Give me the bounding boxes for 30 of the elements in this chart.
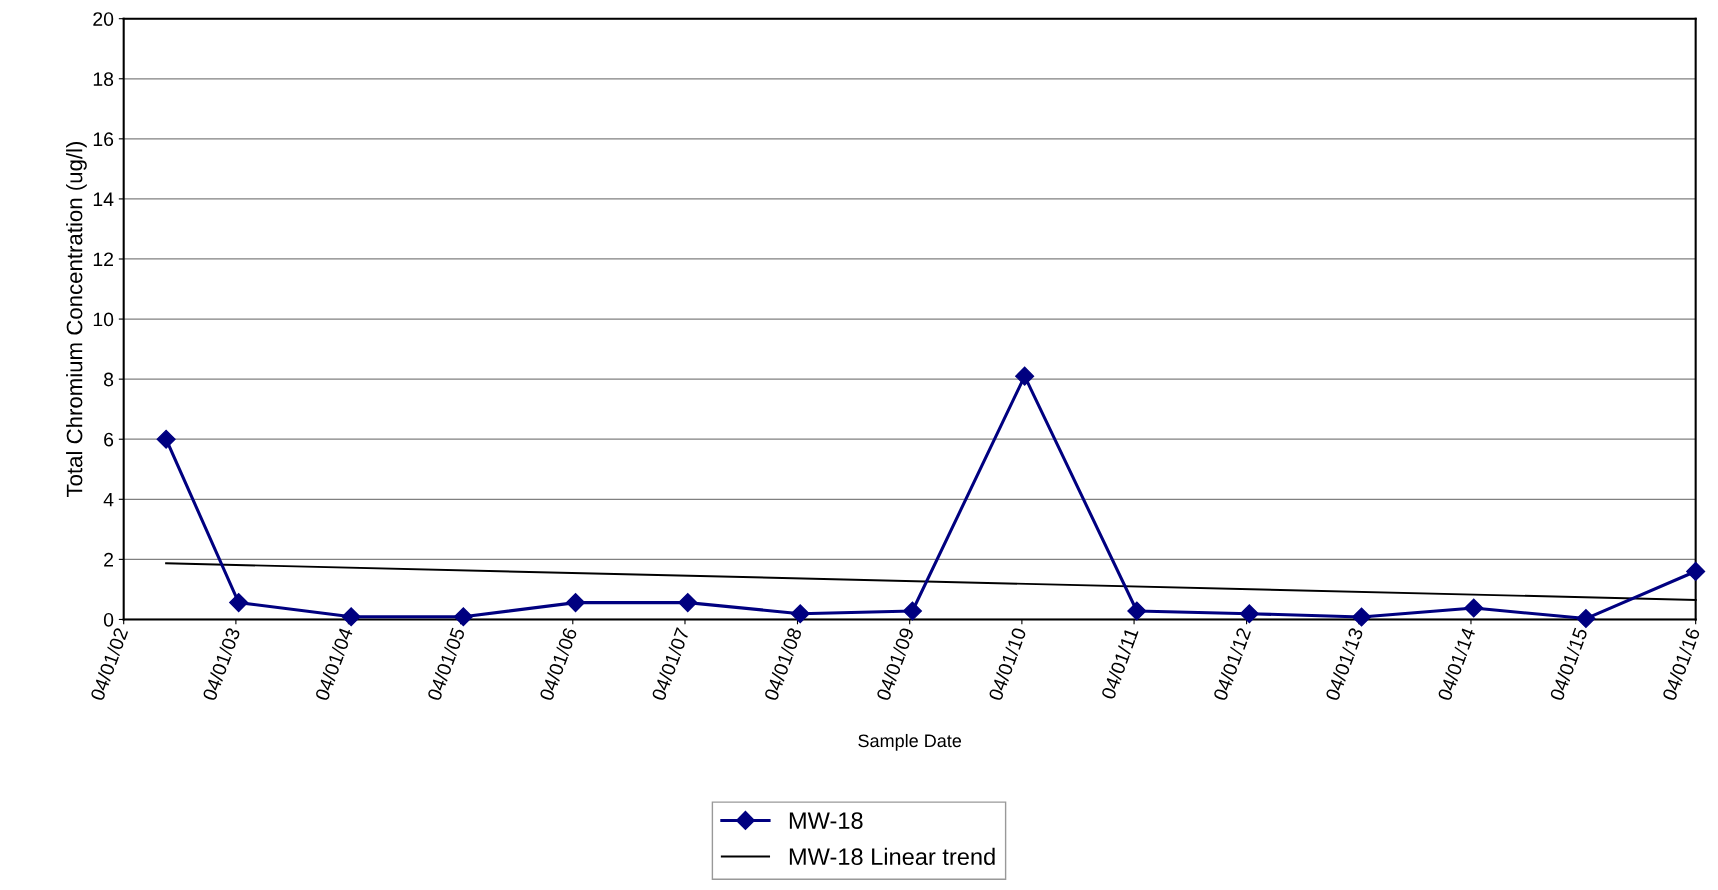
point bbox=[1464, 598, 1484, 618]
point bbox=[156, 429, 176, 449]
point bbox=[902, 601, 922, 621]
y-tick-label: 16 bbox=[93, 132, 114, 147]
y-tick-label: 4 bbox=[103, 492, 114, 507]
point bbox=[790, 604, 810, 624]
y-tick-label: 6 bbox=[104, 432, 114, 447]
point bbox=[1127, 601, 1147, 621]
y-tick-label: 14 bbox=[93, 192, 114, 206]
point bbox=[1015, 366, 1035, 386]
y-axis-title: Total Chromium Concentration (ug/l) bbox=[66, 141, 87, 498]
y-tick-label: 12 bbox=[93, 252, 113, 267]
legend-label: MW-18 Linear trend bbox=[789, 847, 995, 866]
point bbox=[229, 593, 249, 613]
point bbox=[1686, 561, 1706, 581]
y-tick-label: 18 bbox=[93, 72, 114, 86]
y-tick-label: 2 bbox=[104, 552, 113, 567]
legend-label: MW-18 bbox=[789, 812, 863, 829]
point bbox=[453, 607, 473, 627]
point bbox=[1576, 609, 1596, 629]
y-tick-label: 0 bbox=[103, 612, 114, 627]
point bbox=[1239, 604, 1259, 624]
point bbox=[1352, 607, 1372, 627]
point bbox=[566, 593, 586, 613]
y-tick-label: 8 bbox=[104, 372, 114, 387]
y-tick-label: 10 bbox=[93, 312, 114, 327]
y-tick-label: 20 bbox=[93, 12, 114, 26]
point bbox=[341, 607, 361, 627]
point bbox=[678, 593, 698, 613]
x-axis-title: Sample Date bbox=[858, 733, 962, 751]
